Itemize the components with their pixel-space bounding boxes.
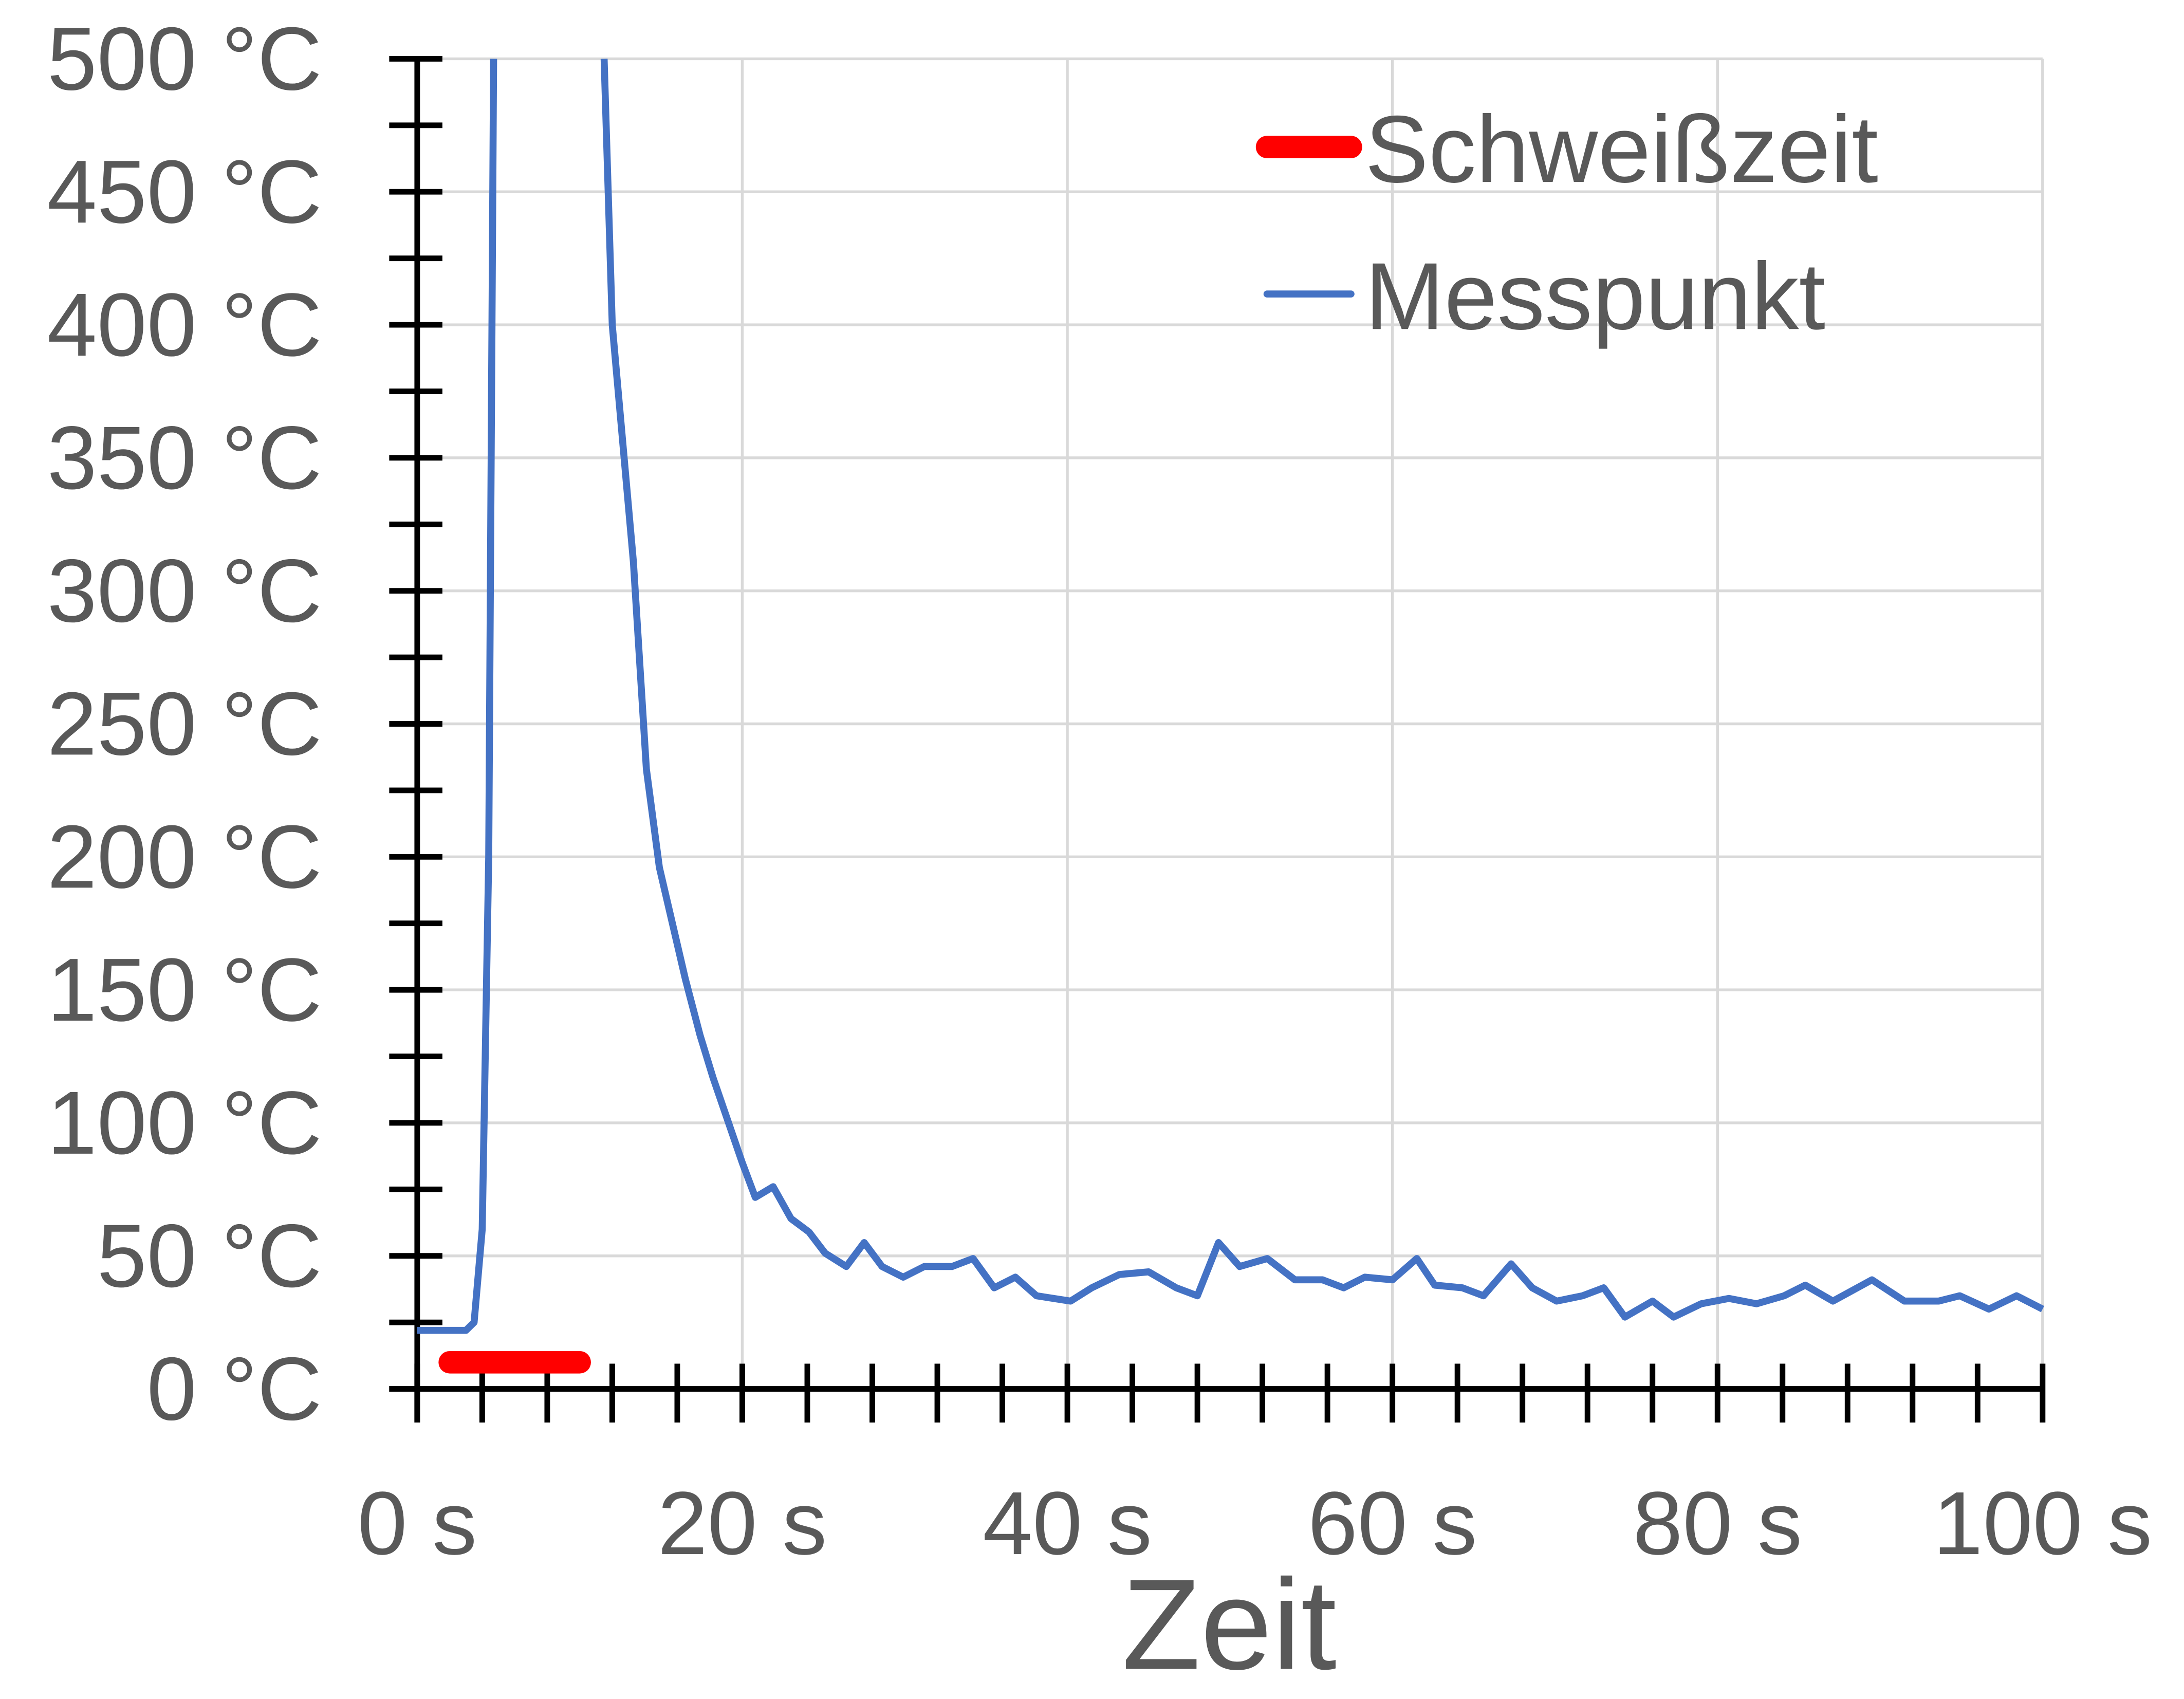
series-line — [417, 59, 2044, 1334]
x-tick-label: 80 s — [1633, 1473, 1802, 1573]
y-tick-label: 100 °C — [47, 1073, 322, 1173]
x-tick-label: 0 s — [358, 1473, 477, 1573]
y-tick-label: 250 °C — [47, 673, 322, 773]
y-tick-label: 350 °C — [47, 408, 322, 508]
x-tick-label: 20 s — [658, 1473, 827, 1573]
y-tick-label: 400 °C — [47, 274, 322, 375]
x-tick-label: 40 s — [983, 1473, 1152, 1573]
y-tick-label: 450 °C — [47, 141, 322, 242]
legend-label: Schweißzeit — [1365, 96, 1878, 202]
y-tick-label: 300 °C — [47, 541, 322, 641]
legend-label: Messpunkt — [1365, 243, 1825, 349]
x-axis-title: Zeit — [1122, 1553, 1337, 1696]
x-tick-label: 60 s — [1308, 1473, 1477, 1573]
y-tick-label: 500 °C — [47, 8, 322, 108]
x-tick-label: 100 s — [1933, 1473, 2152, 1573]
y-tick-label: 200 °C — [47, 806, 322, 907]
y-tick-label: 50 °C — [97, 1206, 322, 1306]
y-tick-label: 150 °C — [47, 939, 322, 1040]
y-tick-label: 0 °C — [147, 1338, 322, 1438]
